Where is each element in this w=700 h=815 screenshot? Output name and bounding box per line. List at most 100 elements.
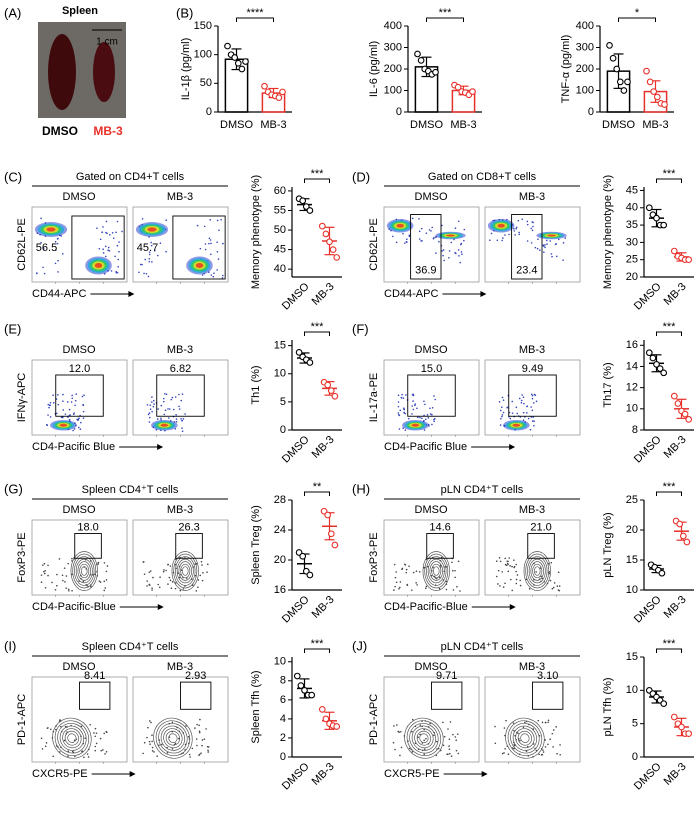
data-point: [656, 365, 664, 372]
density: [147, 227, 157, 232]
event-dot: [104, 245, 107, 248]
event-dot: [42, 266, 44, 269]
event-dot: [62, 579, 64, 582]
event-dot: [180, 418, 182, 420]
event-dot: [45, 742, 48, 744]
event-dot: [398, 414, 401, 417]
event-dot: [73, 412, 75, 414]
event-dot: [208, 237, 211, 240]
event-dot: [433, 734, 435, 737]
event-dot: [146, 404, 149, 406]
y-tick-label: 12: [626, 382, 638, 394]
event-dot: [503, 752, 505, 754]
event-dot: [171, 396, 174, 399]
event-dot: [48, 404, 51, 407]
event-dot: [177, 737, 180, 740]
x-tick-label: MB-3: [642, 119, 668, 131]
contour: [176, 558, 194, 584]
event-dot: [195, 738, 198, 740]
contour: [416, 730, 432, 746]
event-dot: [101, 231, 104, 233]
event-dot: [399, 409, 402, 412]
event-dot: [398, 428, 401, 430]
sample-label: MB-3: [519, 504, 545, 516]
x-tick-label: MB-3: [310, 761, 337, 788]
event-dot: [501, 414, 504, 416]
event-dot: [167, 408, 169, 410]
significance: ***: [439, 7, 453, 19]
event-dot: [399, 581, 402, 583]
event-dot: [455, 749, 458, 752]
event-dot: [509, 417, 512, 420]
event-dot: [177, 572, 179, 574]
event-dot: [420, 227, 423, 230]
data-point: [417, 57, 425, 64]
x-tick-label: DMSO: [632, 280, 664, 312]
x-tick-label: DMSO: [220, 119, 253, 131]
event-dot: [104, 587, 107, 589]
event-dot: [94, 745, 97, 748]
significance-bracket: [426, 17, 464, 22]
y-tick-label: 100: [576, 84, 594, 96]
event-dot: [103, 562, 106, 564]
event-dot: [396, 724, 398, 726]
flow-x-label: CD4-Pacific-Blue: [32, 601, 116, 613]
event-dot: [149, 570, 152, 572]
event-dot: [526, 223, 529, 226]
data-point: [333, 723, 341, 730]
event-dot: [400, 396, 403, 399]
event-dot: [188, 753, 191, 756]
event-dot: [171, 581, 174, 583]
event-dot: [443, 259, 445, 262]
event-dot: [97, 563, 100, 565]
contour: [165, 730, 181, 746]
event-dot: [499, 409, 502, 412]
event-dot: [181, 393, 184, 395]
contour: [62, 728, 82, 749]
data-point: [674, 400, 682, 407]
event-dot: [397, 394, 400, 397]
event-dot: [74, 399, 77, 402]
gate: [407, 374, 456, 417]
sample-label: MB-3: [519, 344, 545, 356]
event-dot: [67, 588, 70, 591]
event-dot: [424, 403, 426, 406]
event-dot: [418, 218, 420, 220]
event-dot: [537, 238, 539, 240]
contour: [517, 730, 533, 746]
event-dot: [530, 406, 532, 408]
event-dot: [521, 394, 523, 396]
event-dot: [411, 394, 414, 396]
event-dot: [102, 749, 104, 751]
y-tick-label: 16: [626, 339, 638, 351]
contour: [431, 563, 442, 579]
data-point: [231, 54, 239, 61]
event-dot: [57, 259, 59, 262]
event-dot: [504, 747, 506, 750]
event-dot: [203, 738, 206, 740]
contour: [173, 553, 198, 589]
density: [396, 223, 404, 228]
event-dot: [196, 224, 199, 227]
event-dot: [66, 401, 69, 403]
event-dot: [218, 229, 220, 232]
flow-y-label: PD-1-APC: [16, 694, 28, 745]
sample-label: MB-3: [167, 191, 193, 203]
data-point: [660, 700, 668, 708]
event-dot: [184, 413, 186, 415]
event-dot: [180, 399, 183, 402]
y-tick-label: 20: [626, 271, 638, 283]
y-tick-label: 4: [280, 713, 286, 725]
event-dot: [148, 571, 151, 573]
event-dot: [433, 395, 435, 397]
event-dot: [540, 754, 543, 756]
event-dot: [531, 397, 534, 400]
event-dot: [77, 426, 80, 429]
event-dot: [157, 583, 159, 586]
y-tick-label: 10: [274, 368, 286, 380]
event-dot: [393, 725, 395, 727]
event-dot: [141, 218, 144, 220]
y-axis-label: TNF-α (pg/ml): [560, 35, 572, 104]
event-dot: [552, 729, 555, 731]
panel-label: (D): [352, 169, 370, 184]
